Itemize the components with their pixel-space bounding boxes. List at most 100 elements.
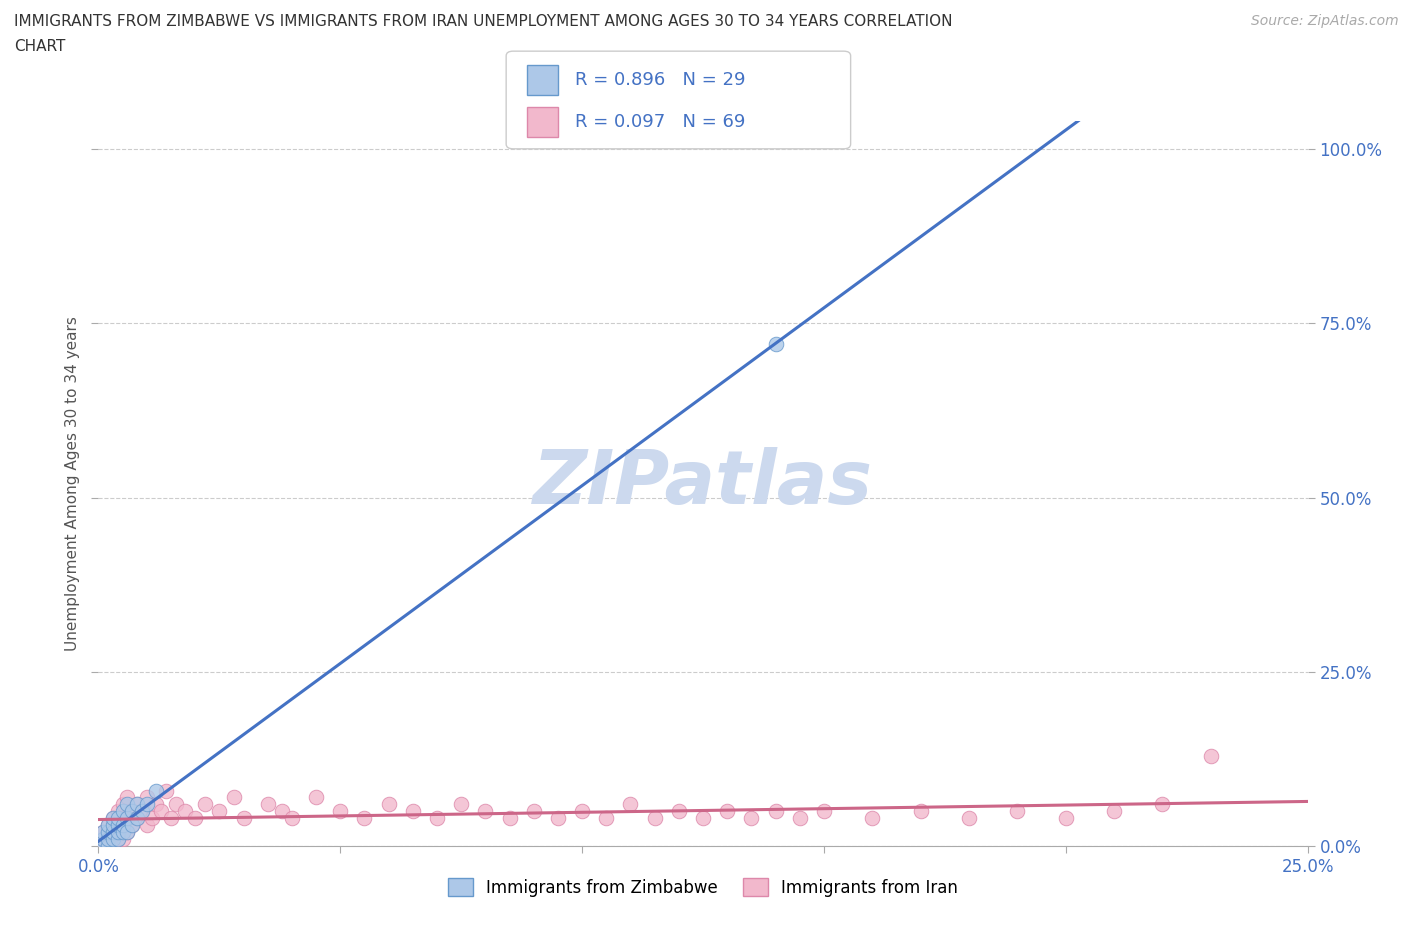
Point: [111, 818, 134, 833]
Point: [101, 832, 124, 847]
Point: [194, 797, 217, 812]
Point: [117, 811, 139, 826]
Point: [145, 797, 167, 812]
Point: [426, 811, 449, 826]
Point: [208, 804, 231, 819]
Point: [117, 825, 139, 840]
Point: [97, 832, 120, 847]
Point: [121, 818, 143, 833]
Point: [155, 783, 177, 798]
Point: [117, 811, 139, 826]
Point: [107, 804, 129, 819]
Point: [135, 818, 157, 833]
Text: R = 0.097   N = 69: R = 0.097 N = 69: [575, 113, 745, 131]
Point: [111, 804, 134, 819]
Point: [765, 804, 787, 819]
Point: [222, 790, 245, 805]
Point: [910, 804, 932, 819]
Point: [127, 797, 149, 812]
Point: [256, 797, 278, 812]
Point: [1007, 804, 1029, 819]
Point: [813, 804, 835, 819]
Point: [145, 783, 167, 798]
Point: [571, 804, 593, 819]
Point: [160, 811, 183, 826]
Point: [595, 811, 617, 826]
Point: [97, 832, 120, 847]
Point: [117, 825, 139, 840]
Point: [91, 839, 114, 854]
Point: [165, 797, 187, 812]
Point: [127, 797, 149, 812]
Point: [101, 825, 124, 840]
Y-axis label: Unemployment Among Ages 30 to 34 years: Unemployment Among Ages 30 to 34 years: [65, 316, 80, 651]
Point: [789, 811, 811, 826]
Point: [692, 811, 714, 826]
Point: [668, 804, 690, 819]
Point: [498, 811, 520, 826]
Point: [97, 818, 120, 833]
Point: [101, 811, 124, 826]
Point: [184, 811, 207, 826]
Point: [107, 832, 129, 847]
Point: [117, 790, 139, 805]
Point: [619, 797, 641, 812]
Point: [450, 797, 472, 812]
Point: [281, 811, 304, 826]
Point: [1152, 797, 1174, 812]
Point: [1199, 748, 1222, 763]
Point: [101, 818, 124, 833]
Point: [111, 825, 134, 840]
Point: [111, 818, 134, 833]
Point: [121, 804, 143, 819]
Point: [174, 804, 197, 819]
Point: [474, 804, 496, 819]
Point: [107, 832, 129, 847]
Point: [353, 811, 375, 826]
Point: [377, 797, 399, 812]
Point: [957, 811, 980, 826]
Point: [716, 804, 738, 819]
Point: [150, 804, 173, 819]
Point: [97, 839, 120, 854]
Point: [121, 818, 143, 833]
Text: Source: ZipAtlas.com: Source: ZipAtlas.com: [1251, 14, 1399, 28]
Point: [91, 825, 114, 840]
Point: [860, 811, 883, 826]
Text: CHART: CHART: [14, 39, 66, 54]
Point: [1054, 811, 1077, 826]
Point: [329, 804, 352, 819]
Point: [91, 832, 114, 847]
Point: [101, 839, 124, 854]
Point: [97, 818, 120, 833]
Point: [121, 804, 143, 819]
Point: [127, 811, 149, 826]
Point: [127, 811, 149, 826]
Point: [97, 839, 120, 854]
Point: [1102, 804, 1125, 819]
Legend: Immigrants from Zimbabwe, Immigrants from Iran: Immigrants from Zimbabwe, Immigrants fro…: [441, 871, 965, 903]
Point: [547, 811, 569, 826]
Point: [135, 797, 157, 812]
Point: [111, 832, 134, 847]
Point: [97, 825, 120, 840]
Point: [107, 811, 129, 826]
Point: [740, 811, 762, 826]
Point: [232, 811, 254, 826]
Point: [111, 797, 134, 812]
Point: [644, 811, 666, 826]
Text: R = 0.896   N = 29: R = 0.896 N = 29: [575, 71, 745, 89]
Point: [131, 804, 153, 819]
Point: [107, 825, 129, 840]
Point: [101, 811, 124, 826]
Point: [523, 804, 546, 819]
Point: [141, 811, 163, 826]
Point: [91, 839, 114, 854]
Point: [101, 825, 124, 840]
Text: IMMIGRANTS FROM ZIMBABWE VS IMMIGRANTS FROM IRAN UNEMPLOYMENT AMONG AGES 30 TO 3: IMMIGRANTS FROM ZIMBABWE VS IMMIGRANTS F…: [14, 14, 952, 29]
Point: [135, 790, 157, 805]
Point: [765, 337, 787, 352]
Point: [402, 804, 425, 819]
Point: [271, 804, 294, 819]
Point: [91, 825, 114, 840]
